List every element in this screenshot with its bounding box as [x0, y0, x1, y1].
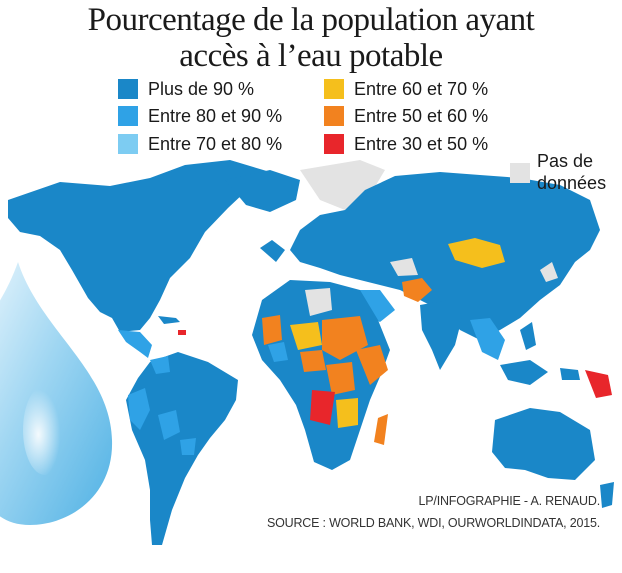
legend-swatch: [324, 79, 344, 99]
legend-swatch: [118, 106, 138, 126]
legend-swatch: [324, 106, 344, 126]
no-data-label-line-1: Pas de: [537, 151, 594, 171]
africa: [252, 280, 390, 470]
legend-label: Plus de 90 %: [148, 78, 255, 99]
legend-item-70-80: Entre 70 et 80 %: [118, 133, 282, 155]
legend-item-80-90: Entre 80 et 90 %: [118, 105, 282, 127]
legend-item-plus-90: Plus de 90 %: [118, 78, 254, 100]
legend-label: Entre 50 et 60 %: [354, 105, 489, 126]
legend-swatch: [118, 134, 138, 154]
south-asia: [420, 300, 548, 385]
angola: [310, 390, 335, 425]
legend-label: Entre 30 et 50 %: [354, 133, 489, 154]
mongolia: [448, 238, 505, 268]
papua-new-guinea: [585, 370, 612, 398]
afghanistan: [402, 278, 432, 302]
legend-label: Entre 60 et 70 %: [354, 78, 489, 99]
legend-item-50-60: Entre 50 et 60 %: [324, 105, 488, 127]
water-drop-icon: [0, 262, 113, 525]
north-america: [8, 160, 300, 358]
madagascar: [374, 414, 388, 445]
eurasia: [260, 172, 600, 340]
legend-label: Entre 80 et 90 %: [148, 105, 283, 126]
legend-swatch: [118, 79, 138, 99]
legend-item-60-70: Entre 60 et 70 %: [324, 78, 488, 100]
legend-item-30-50: Entre 30 et 50 %: [324, 133, 488, 155]
legend-swatch: [324, 134, 344, 154]
legend-item-no-data: Pas de données: [537, 150, 606, 194]
legend-swatch-no-data: [510, 163, 530, 183]
oceania: [492, 368, 614, 508]
south-america: [126, 352, 238, 545]
credit-source: SOURCE : WORLD BANK, WDI, OURWORLDINDATA…: [266, 516, 600, 530]
map-title-line-2: accès à l’eau potable: [179, 38, 443, 74]
no-data-label-line-2: données: [537, 173, 607, 193]
legend-label: Entre 70 et 80 %: [148, 133, 283, 154]
credit-infographie: LP/INFOGRAPHIE - A. RENAUD.: [418, 494, 601, 508]
map-title-line-1: Pourcentage de la population ayant: [87, 2, 535, 38]
